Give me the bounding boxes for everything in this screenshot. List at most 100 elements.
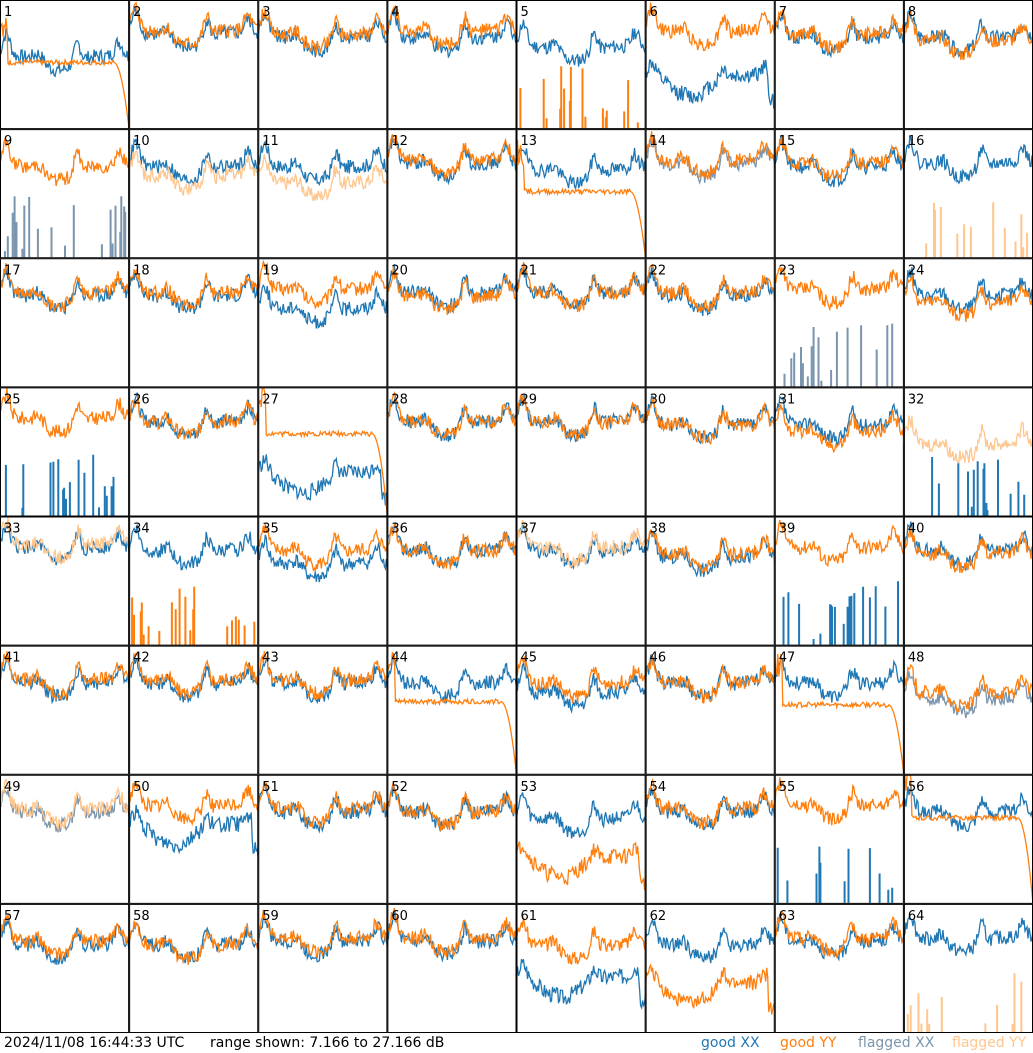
series-xx	[258, 454, 388, 506]
panel-plot	[0, 18, 130, 130]
series-yy	[903, 9, 1033, 61]
panel-label: 62	[650, 909, 667, 924]
series-yy	[387, 652, 517, 775]
series-yy	[903, 525, 1033, 574]
panel: 27	[258, 387, 388, 517]
panel-plot	[774, 9, 904, 59]
panel-label: 56	[908, 780, 925, 795]
panel-plot	[645, 263, 775, 317]
panel-border	[258, 129, 388, 259]
panel-border	[903, 0, 1033, 130]
series-yy	[774, 653, 904, 775]
panel: 14	[645, 129, 775, 259]
panel-plot	[129, 391, 259, 441]
panel: 50	[129, 774, 259, 904]
series-yy	[516, 393, 646, 442]
panel-plot	[258, 139, 388, 202]
series-yy	[903, 774, 1033, 904]
series-yy	[129, 150, 259, 196]
panel-plot	[903, 267, 1033, 322]
panel: 25	[0, 387, 130, 517]
panel: 38	[645, 516, 775, 646]
panel-label: 31	[779, 392, 796, 407]
panel: 7	[774, 0, 904, 130]
panel-plot	[774, 520, 904, 645]
panel-border	[258, 387, 388, 517]
series-yy	[645, 654, 775, 704]
series-yy	[516, 656, 646, 704]
panel-plot	[129, 524, 259, 645]
panel-plot	[903, 521, 1033, 574]
panel: 16	[903, 129, 1033, 259]
series-yy	[645, 528, 775, 574]
panel-plot	[774, 264, 904, 387]
panel-label: 46	[650, 651, 667, 666]
series-xx	[387, 653, 517, 704]
panel: 63	[774, 903, 904, 1033]
panel: 3	[258, 0, 388, 130]
panel-border	[258, 258, 388, 388]
panel-border	[516, 774, 646, 904]
panel-plot	[258, 259, 388, 329]
panel-label: 48	[908, 651, 925, 666]
panel-plot	[774, 777, 904, 903]
panel-border	[129, 774, 259, 904]
series-yy	[387, 521, 517, 570]
panel-border	[129, 129, 259, 259]
panel: 15	[774, 129, 904, 259]
panel: 30	[645, 387, 775, 517]
panel-border	[645, 387, 775, 517]
series-yy	[774, 9, 904, 55]
panel-plot	[129, 268, 259, 315]
panel: 5	[516, 0, 646, 130]
panel: 28	[387, 387, 517, 517]
series-yy	[645, 131, 775, 180]
panel-border	[516, 258, 646, 388]
series-yy	[774, 520, 904, 568]
series-yy	[906, 973, 1023, 1032]
panel-border	[774, 516, 904, 646]
panel: 49	[0, 774, 130, 904]
panel-plot	[0, 138, 130, 258]
series-xx	[129, 391, 259, 440]
panel-border	[645, 258, 775, 388]
series-xx	[774, 914, 904, 962]
panel-label: 20	[391, 263, 408, 278]
panel-plot	[774, 394, 904, 454]
panel: 19	[258, 258, 388, 388]
panel: 47	[774, 645, 904, 775]
series-xx	[129, 138, 259, 187]
series-yy	[516, 841, 646, 891]
panel-label: 59	[262, 909, 279, 924]
series-xx	[774, 658, 904, 703]
panel: 41	[0, 645, 130, 775]
panel-label: 64	[908, 909, 925, 924]
panel: 36	[387, 516, 517, 646]
series-xx	[903, 521, 1033, 572]
panel: 20	[387, 258, 517, 388]
panel-label: 50	[133, 780, 150, 795]
panel-border	[129, 645, 259, 775]
panel-plot	[774, 134, 904, 188]
panel-border	[129, 903, 259, 1033]
panel: 58	[129, 903, 259, 1033]
panel-label: 10	[133, 134, 150, 149]
legend-flagged-xx: flagged XX	[858, 1035, 935, 1051]
panel-label: 37	[521, 522, 538, 537]
panel-label: 9	[4, 134, 12, 149]
legend-flagged-yy: flagged YY	[952, 1035, 1027, 1051]
panel: 11	[258, 129, 388, 259]
series-xx	[258, 12, 388, 58]
series-yy	[0, 18, 130, 130]
panel-plot	[645, 131, 775, 185]
panel-label: 16	[908, 134, 925, 149]
series-yy	[387, 4, 517, 52]
panel-border	[774, 129, 904, 259]
panel-label: 13	[521, 134, 538, 149]
panel-plot	[129, 1, 259, 53]
panel-plot	[387, 4, 517, 59]
series-yy	[645, 2, 775, 52]
series-xx	[516, 19, 646, 67]
series-yy	[258, 651, 388, 700]
series-xx	[0, 267, 130, 316]
